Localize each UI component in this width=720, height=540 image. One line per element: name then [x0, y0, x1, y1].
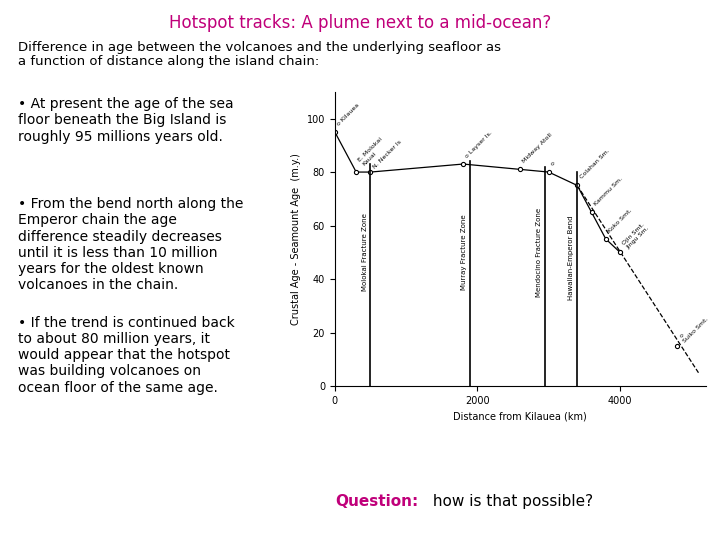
- Text: Koko Smt.: Koko Smt.: [607, 208, 633, 234]
- Text: • From the bend north along the
Emperor chain the age
difference steadily decrea: • From the bend north along the Emperor …: [18, 197, 243, 292]
- Text: o
Suiko Smt.: o Suiko Smt.: [678, 312, 710, 343]
- Text: Mendocino Fracture Zone: Mendocino Fracture Zone: [536, 208, 542, 297]
- Text: Molokai Fracture Zone: Molokai Fracture Zone: [361, 213, 368, 291]
- Y-axis label: Crustal Age - Seamount Age  (m.y.): Crustal Age - Seamount Age (m.y.): [291, 153, 301, 325]
- Text: Kammu Sm.: Kammu Sm.: [593, 177, 624, 207]
- Text: Ojin Smt.
Jingu Sm.: Ojin Smt. Jingu Sm.: [621, 221, 650, 249]
- Text: • At present the age of the sea
floor beneath the Big Island is
roughly 95 milli: • At present the age of the sea floor be…: [18, 97, 233, 144]
- Text: Difference in age between the volcanoes and the underlying seafloor as
a functio: Difference in age between the volcanoes …: [18, 40, 501, 69]
- Text: Colahan Sm.: Colahan Sm.: [579, 148, 611, 180]
- X-axis label: Distance from Kilauea (km): Distance from Kilauea (km): [454, 411, 587, 421]
- Text: Hawaiian-Emperor Bend: Hawaiian-Emperor Bend: [568, 215, 575, 300]
- Text: N. Necker Is: N. Necker Is: [372, 139, 402, 170]
- Text: Question:: Question:: [335, 494, 418, 509]
- Text: Murray Fracture Zone: Murray Fracture Zone: [462, 214, 467, 290]
- Text: E. Molokai
Kauai: E. Molokai Kauai: [358, 137, 388, 167]
- Text: o: o: [550, 160, 557, 167]
- Text: how is that possible?: how is that possible?: [428, 494, 593, 509]
- Text: o Kilauea: o Kilauea: [336, 103, 360, 126]
- Text: Hotspot tracks: A plume next to a mid-ocean?: Hotspot tracks: A plume next to a mid-oc…: [169, 14, 551, 31]
- Text: Midway Atoll: Midway Atoll: [521, 132, 554, 164]
- Text: o Layser Is.: o Layser Is.: [464, 130, 493, 159]
- Text: • If the trend is continued back
to about 80 million years, it
would appear that: • If the trend is continued back to abou…: [18, 316, 235, 395]
